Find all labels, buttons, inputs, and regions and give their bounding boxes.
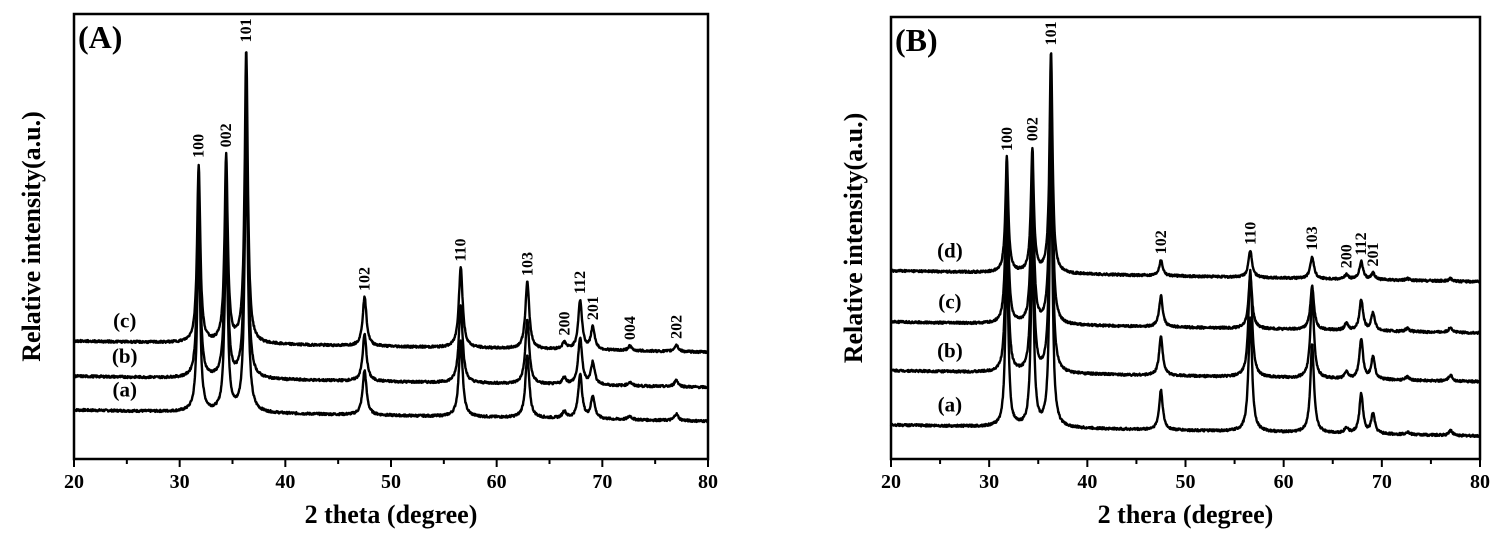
peak-label: 102 — [357, 267, 374, 291]
x-axis-title: 2 thera (degree) — [1098, 500, 1274, 529]
peak-label: 200 — [1338, 244, 1355, 268]
peak-label: 112 — [1353, 232, 1370, 255]
peak-label: 201 — [1365, 242, 1382, 266]
peak-label: 004 — [622, 316, 639, 340]
peak-label: 002 — [218, 123, 235, 147]
series-label: (d) — [937, 238, 963, 262]
x-tick-label: 60 — [1274, 471, 1294, 493]
series-label: (c) — [113, 309, 136, 333]
series-line-b — [73, 95, 709, 390]
plot-frame — [889, 15, 1482, 461]
peak-label: 110 — [453, 238, 470, 261]
panel-label: (B) — [895, 22, 938, 58]
x-tick-label: 50 — [381, 471, 401, 493]
panel-b: 20 30 40 50 60 70 80 2 thera (degree) Relative i… — [839, 15, 1490, 529]
panel-label: (A) — [78, 19, 122, 55]
y-axis-title: Relative intensity(a.u.) — [17, 111, 46, 362]
series-label: (a) — [938, 393, 963, 417]
peak-label: 002 — [1024, 117, 1041, 141]
series-line-d — [889, 52, 1481, 284]
series-label: (c) — [938, 290, 961, 314]
series-label: (a) — [112, 378, 137, 402]
x-tick-label: 20 — [881, 471, 901, 493]
x-tick-label: 70 — [1372, 471, 1392, 493]
series-line-b — [889, 108, 1481, 384]
y-axis-title: Relative intensity(a.u.) — [839, 113, 868, 364]
series-label: (b) — [112, 344, 138, 368]
peak-label: 102 — [1153, 230, 1170, 254]
peak-label: 103 — [519, 252, 536, 276]
peak-label: 200 — [556, 311, 573, 335]
plot-frame — [72, 12, 710, 461]
x-tick-label: 80 — [698, 471, 718, 493]
panel-a: 20 30 40 50 60 70 80 2 theta (degree) Relative i… — [17, 12, 718, 529]
x-tick-label: 70 — [592, 471, 612, 493]
peak-label: 112 — [572, 271, 589, 294]
peak-label: 103 — [1304, 226, 1321, 250]
x-tick-label: 40 — [1077, 471, 1097, 493]
peak-label: 100 — [191, 134, 208, 158]
peak-label: 100 — [999, 127, 1016, 151]
series-line-c — [890, 77, 1481, 335]
x-tick-label: 60 — [487, 471, 507, 493]
peak-label: 201 — [585, 296, 602, 320]
series-line-a — [889, 153, 1481, 439]
peak-label: 101 — [1043, 21, 1060, 45]
x-tick-label: 80 — [1470, 471, 1490, 493]
peak-label: 202 — [668, 315, 685, 339]
series-label: (b) — [937, 338, 963, 362]
series-line-a — [73, 137, 710, 424]
x-tick-label: 40 — [275, 471, 295, 493]
series-line-c — [73, 51, 709, 355]
x-tick-label: 20 — [64, 471, 84, 493]
peak-label: 110 — [1242, 222, 1259, 245]
x-tick-label: 30 — [170, 471, 190, 493]
peak-label: 101 — [238, 18, 255, 42]
x-tick-label: 50 — [1176, 471, 1196, 493]
x-tick-label: 30 — [979, 471, 999, 493]
x-axis-title: 2 theta (degree) — [305, 500, 478, 529]
